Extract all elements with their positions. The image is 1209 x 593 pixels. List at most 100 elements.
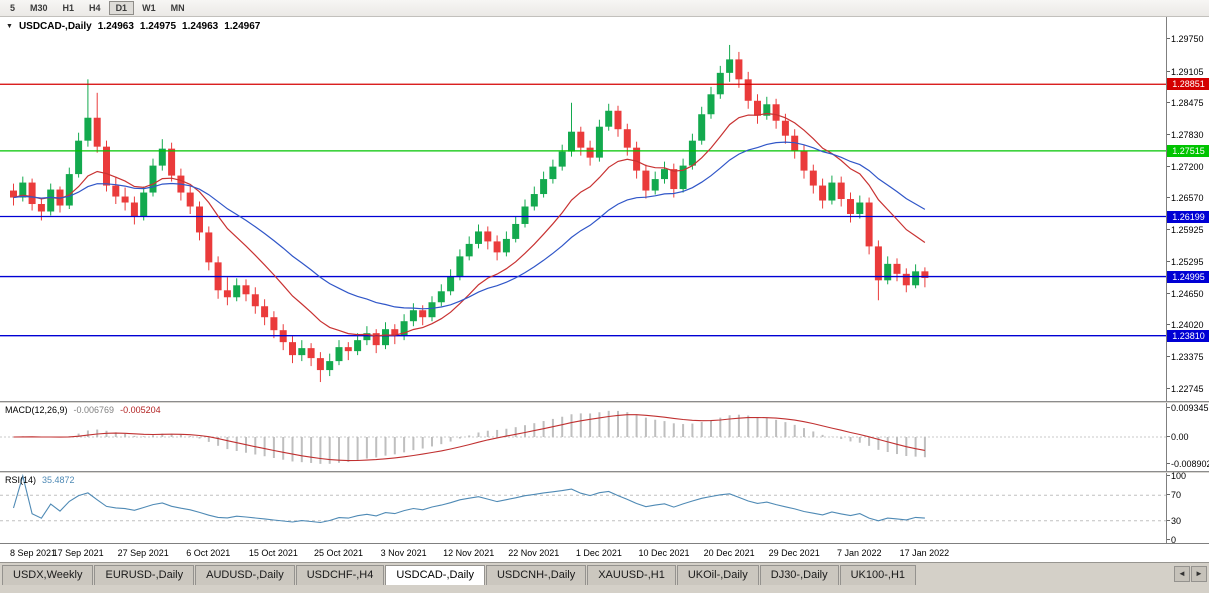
candle-down xyxy=(577,132,584,148)
macd-panel: MACD(12,26,9) -0.006769 -0.005204 0.0093… xyxy=(0,403,1209,471)
candle-down xyxy=(224,290,231,297)
price-axis-label: 1.22745 xyxy=(1171,384,1204,394)
candle-up xyxy=(466,244,473,256)
candle-down xyxy=(196,207,203,233)
rsi-name: RSI(14) xyxy=(5,475,36,485)
candle-up xyxy=(66,174,73,205)
timeframe-button-mn[interactable]: MN xyxy=(164,1,192,15)
candle-down xyxy=(875,246,882,280)
candle-down xyxy=(735,59,742,79)
price-axis-label: 1.25295 xyxy=(1171,257,1204,267)
price-axis-label: 1.24650 xyxy=(1171,289,1204,299)
candle-up xyxy=(549,167,556,179)
date-axis-label: 8 Sep 2021 xyxy=(10,548,56,558)
candle-down xyxy=(270,317,277,330)
candle-down xyxy=(205,232,212,262)
price-axis-label: 1.26570 xyxy=(1171,193,1204,203)
candle-down xyxy=(484,231,491,241)
candle-up xyxy=(438,291,445,302)
chart-title: ▼ USDCAD-,Daily 1.24963 1.24975 1.24963 … xyxy=(6,21,260,32)
candle-down xyxy=(819,186,826,201)
date-axis-label: 25 Oct 2021 xyxy=(314,548,363,558)
candle-down xyxy=(419,310,426,317)
candle-up xyxy=(605,111,612,127)
candle-up xyxy=(856,203,863,214)
timeframe-button-h1[interactable]: H1 xyxy=(56,1,82,15)
candle-down xyxy=(308,348,315,358)
date-axis-label: 10 Dec 2021 xyxy=(638,548,689,558)
chart-tab-audusd-daily[interactable]: AUDUSD-,Daily xyxy=(195,565,295,585)
rsi-label: RSI(14) 35.4872 xyxy=(5,475,75,485)
date-axis[interactable]: 8 Sep 202117 Sep 202127 Sep 20216 Oct 20… xyxy=(0,543,1209,562)
price-axis-label: 1.27200 xyxy=(1171,162,1204,172)
collapse-icon[interactable]: ▼ xyxy=(6,23,13,30)
ohlc-open-value: 1.24963 xyxy=(98,21,134,32)
macd-signal-value: -0.005204 xyxy=(120,405,161,415)
tab-scroll-controls: ◄► xyxy=(1174,565,1207,582)
price-axis[interactable]: 1.288511.275151.261991.249951.238101.297… xyxy=(1166,17,1209,401)
price-axis-label: 1.29105 xyxy=(1171,67,1204,77)
candle-down xyxy=(38,204,45,211)
chart-tab-usdcnh-daily[interactable]: USDCNH-,Daily xyxy=(486,565,586,585)
macd-axis-label: 0.00 xyxy=(1171,432,1189,442)
price-axis-label: 1.28475 xyxy=(1171,98,1204,108)
candle-up xyxy=(140,193,147,217)
rsi-value: 35.4872 xyxy=(42,475,75,485)
candle-up xyxy=(336,347,343,361)
chart-tab-eurusd-daily[interactable]: EURUSD-,Daily xyxy=(94,565,194,585)
macd-plot[interactable]: MACD(12,26,9) -0.006769 -0.005204 xyxy=(0,403,1166,471)
tab-scroll-right-icon[interactable]: ► xyxy=(1191,566,1207,582)
candle-down xyxy=(838,183,845,199)
chart-tab-xauusd-h1[interactable]: XAUUSD-,H1 xyxy=(587,565,676,585)
candle-up xyxy=(503,239,510,252)
candle-down xyxy=(187,193,194,207)
chart-tab-usdx-weekly[interactable]: USDX,Weekly xyxy=(2,565,93,585)
macd-axis-label: -0.008902 xyxy=(1171,459,1209,469)
chart-tab-uk100-h1[interactable]: UK100-,H1 xyxy=(840,565,916,585)
candle-up xyxy=(912,271,919,285)
macd-axis: 0.0093450.00-0.008902 xyxy=(1166,403,1209,471)
candle-up xyxy=(354,340,361,351)
candle-down xyxy=(587,148,594,158)
candle-down xyxy=(289,342,296,355)
candle-up xyxy=(522,207,529,224)
timeframe-button-m30[interactable]: M30 xyxy=(23,1,55,15)
chart-tab-usdchf-h4[interactable]: USDCHF-,H4 xyxy=(296,565,385,585)
price-axis-label: 1.27830 xyxy=(1171,130,1204,140)
candle-down xyxy=(29,183,36,204)
chart-tab-ukoil-daily[interactable]: UKOil-,Daily xyxy=(677,565,759,585)
candle-down xyxy=(103,147,110,186)
date-axis-label: 6 Oct 2021 xyxy=(186,548,230,558)
candle-down xyxy=(624,129,631,147)
candle-down xyxy=(252,294,259,306)
main-chart-panel: ▼ USDCAD-,Daily 1.24963 1.24975 1.24963 … xyxy=(0,17,1209,401)
main-chart-plot[interactable]: ▼ USDCAD-,Daily 1.24963 1.24975 1.24963 … xyxy=(0,17,1166,401)
date-axis-label: 12 Nov 2021 xyxy=(443,548,494,558)
timeframe-button-w1[interactable]: W1 xyxy=(135,1,163,15)
date-axis-label: 1 Dec 2021 xyxy=(576,548,622,558)
candle-down xyxy=(773,104,780,120)
chart-symbol-label: USDCAD-,Daily xyxy=(19,21,92,32)
candle-down xyxy=(754,101,761,116)
chart-tab-dj30-daily[interactable]: DJ30-,Daily xyxy=(760,565,839,585)
candle-down xyxy=(642,171,649,191)
candlestick-chart xyxy=(0,17,1166,401)
price-level-tag: 1.26199 xyxy=(1167,211,1209,223)
candle-up xyxy=(884,264,891,280)
candle-up xyxy=(429,302,436,317)
candle-down xyxy=(261,306,268,317)
candle-down xyxy=(122,197,129,203)
timeframe-button-d1[interactable]: D1 xyxy=(109,1,135,15)
candle-up xyxy=(708,94,715,114)
chart-tab-usdcad-daily[interactable]: USDCAD-,Daily xyxy=(385,565,485,585)
candle-up xyxy=(382,329,389,345)
timeframe-button-5[interactable]: 5 xyxy=(3,1,22,15)
candle-up xyxy=(689,141,696,166)
date-axis-label: 22 Nov 2021 xyxy=(508,548,559,558)
timeframe-button-h4[interactable]: H4 xyxy=(82,1,108,15)
rsi-line xyxy=(14,476,925,523)
rsi-plot[interactable]: RSI(14) 35.4872 xyxy=(0,473,1166,543)
candle-up xyxy=(559,152,566,167)
rsi-axis-label: 30 xyxy=(1171,516,1181,526)
tab-scroll-left-icon[interactable]: ◄ xyxy=(1174,566,1190,582)
